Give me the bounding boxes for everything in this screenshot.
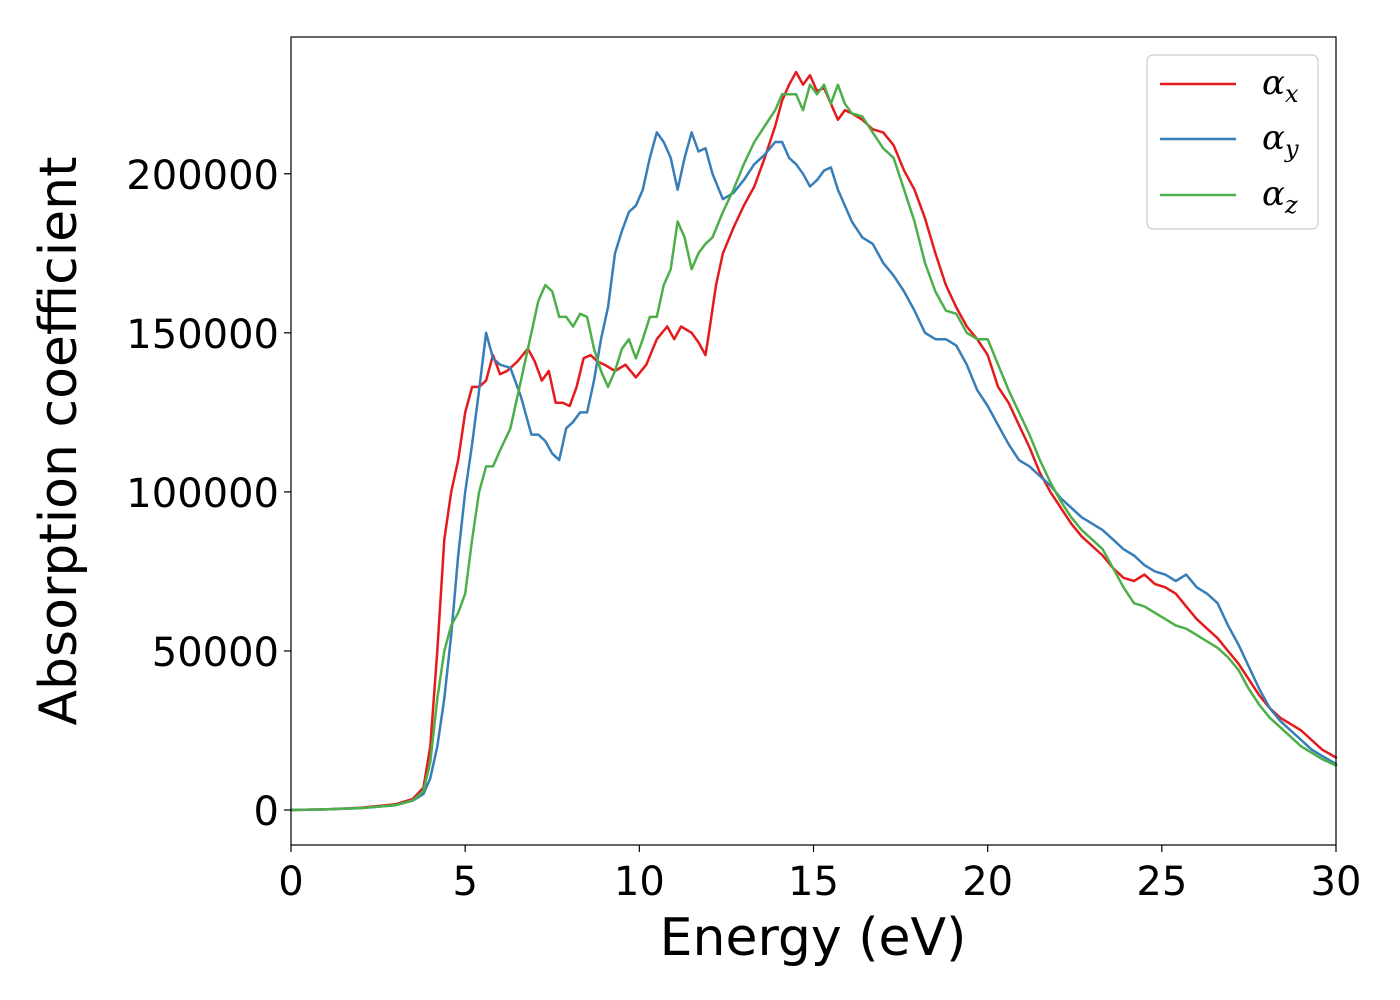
x-ticks: 0 5 10 15 20 25 30 [278, 845, 1361, 905]
x-tick-label: 25 [1136, 859, 1187, 905]
x-tick-label: 30 [1311, 859, 1362, 905]
x-tick-label: 15 [788, 859, 839, 905]
series-line-y [289, 131, 1338, 812]
y-axis-label: Absorption coefficient [29, 156, 89, 725]
y-tick-label: 100000 [126, 471, 279, 517]
legend: αx αy αz [1146, 54, 1319, 230]
x-tick-label: 5 [452, 859, 477, 905]
legend-label-z: αz [1262, 174, 1298, 219]
y-tick-label: 200000 [126, 153, 279, 199]
series-line-z [289, 83, 1338, 812]
series-layer [289, 70, 1338, 812]
y-ticks: 0 50000 100000 150000 200000 [126, 153, 291, 835]
x-tick-label: 0 [278, 859, 303, 905]
y-tick-label: 50000 [152, 630, 279, 676]
y-tick-label: 0 [254, 789, 279, 835]
legend-label-x: αx [1262, 63, 1299, 108]
x-axis-label: Energy (eV) [660, 908, 967, 968]
series-line-x [289, 70, 1338, 812]
y-tick-label: 150000 [126, 312, 279, 358]
legend-frame [1146, 54, 1319, 230]
x-tick-label: 20 [962, 859, 1013, 905]
legend-label-y: αy [1262, 118, 1299, 163]
x-tick-label: 10 [614, 859, 665, 905]
